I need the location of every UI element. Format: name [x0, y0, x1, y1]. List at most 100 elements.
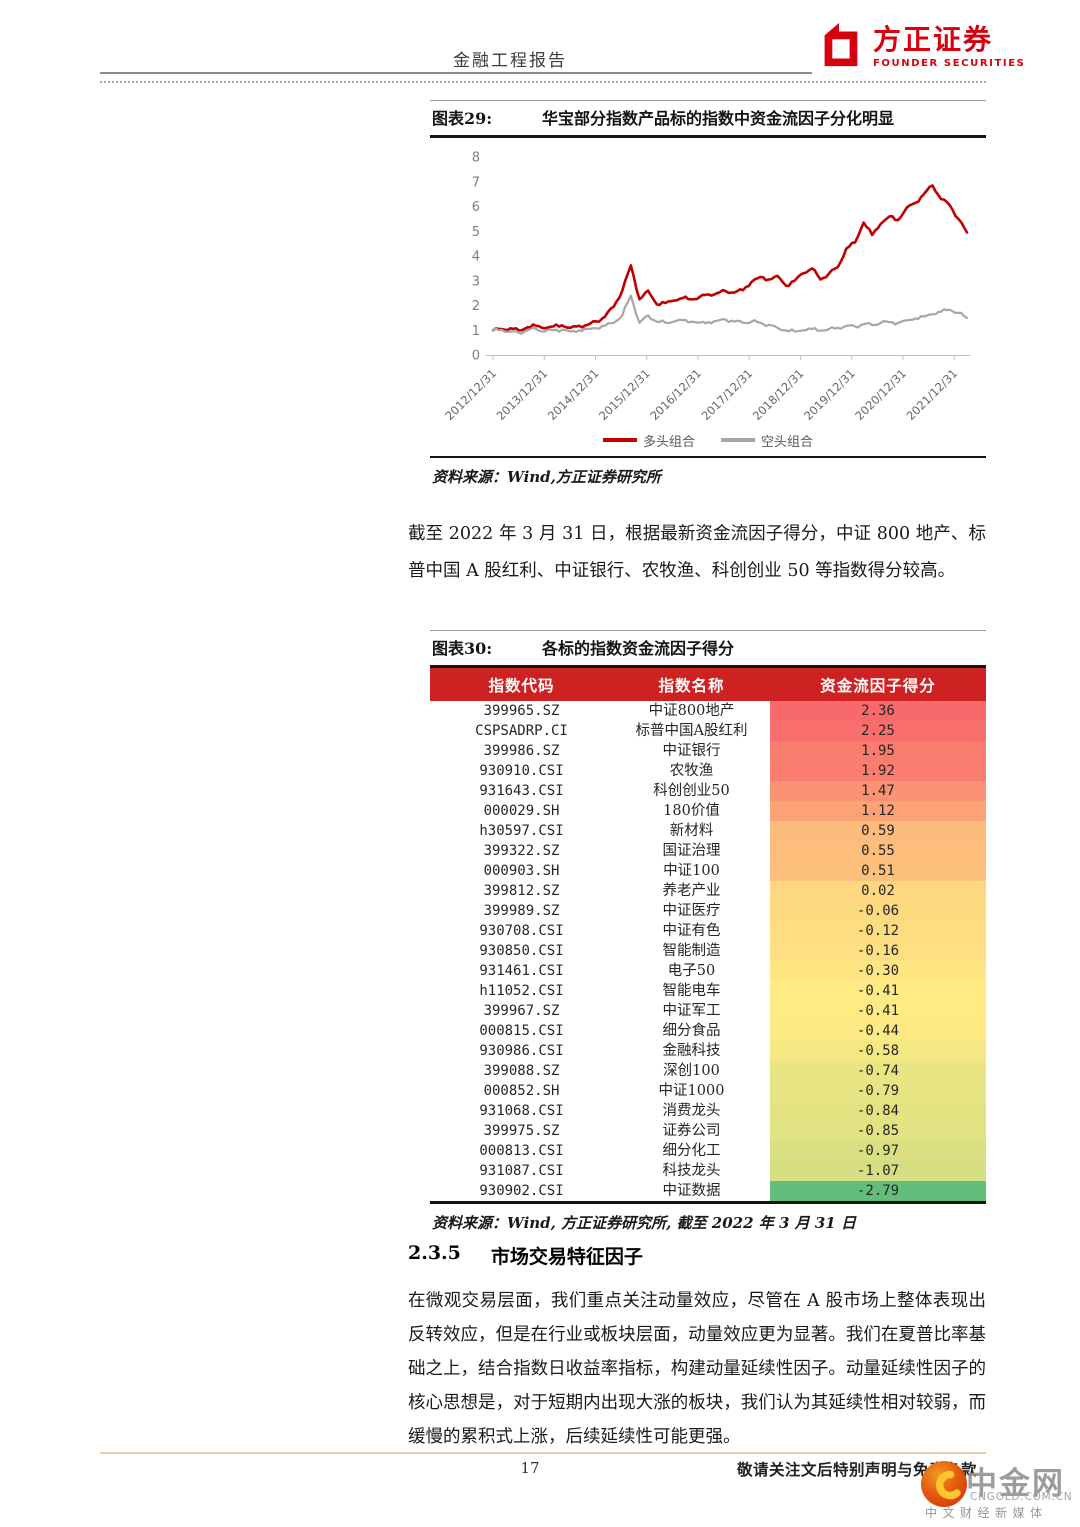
score-cell: -2.79: [770, 1181, 986, 1203]
table-row: 000029.SH 180价值 1.12: [430, 801, 986, 821]
svg-text:2017/12/31: 2017/12/31: [699, 366, 756, 423]
score-cell: 1.95: [770, 741, 986, 761]
table-row: 399812.SZ 养老产业 0.02: [430, 881, 986, 901]
name-cell: 180价值: [663, 803, 720, 819]
score-cell: -0.84: [770, 1101, 986, 1121]
section-heading-2-3-5: 2.3.5 市场交易特征因子: [408, 1242, 643, 1269]
name-cell: 标普中国A股红利: [635, 723, 748, 739]
name-cell: 中证有色: [662, 923, 721, 939]
table-row: 931087.CSI 科技龙头 -1.07: [430, 1161, 986, 1181]
name-cell: 电子50: [667, 963, 716, 979]
figure-29-source: 资料来源：Wind,方正证券研究所: [432, 468, 661, 486]
table-row: 931068.CSI 消费龙头 -0.84: [430, 1101, 986, 1121]
name-cell: 养老产业: [662, 883, 721, 899]
code-cell: h11052.CSI: [479, 983, 564, 999]
name-cell: 深创100: [663, 1063, 720, 1079]
code-cell: 399965.SZ: [483, 703, 560, 719]
code-cell: 399975.SZ: [483, 1123, 560, 1139]
col-header-index-code: 指数代码: [488, 676, 555, 695]
name-cell: 中证军工: [662, 1003, 721, 1019]
section-number: 2.3.5: [408, 1242, 461, 1264]
table-row: 000813.CSI 细分化工 -0.97: [430, 1141, 986, 1161]
code-cell: 399088.SZ: [483, 1063, 560, 1079]
svg-text:2: 2: [472, 299, 480, 314]
code-cell: 000813.CSI: [479, 1143, 564, 1159]
name-cell: 中证数据: [662, 1183, 721, 1199]
table-row: 930850.CSI 智能制造 -0.16: [430, 941, 986, 961]
table-row: 931643.CSI 科创创业50 1.47: [430, 781, 986, 801]
name-cell: 中证医疗: [662, 903, 721, 919]
svg-text:2015/12/31: 2015/12/31: [596, 366, 653, 423]
figure-30-source: 资料来源：Wind, 方正证券研究所, 截至 2022 年 3 月 31 日: [432, 1214, 856, 1232]
score-cell: 0.51: [770, 861, 986, 881]
code-cell: 000815.CSI: [479, 1023, 564, 1039]
name-cell: 细分食品: [662, 1023, 721, 1039]
code-cell: 000903.SH: [483, 863, 560, 879]
table-row: 931461.CSI 电子50 -0.30: [430, 961, 986, 981]
legend-line-swatch: [721, 438, 755, 442]
code-cell: 399986.SZ: [483, 743, 560, 759]
table-row: h30597.CSI 新材料 0.59: [430, 821, 986, 841]
svg-text:0: 0: [472, 349, 480, 364]
svg-text:6: 6: [472, 200, 480, 215]
body-paragraph-1: 截至 2022 年 3 月 31 日，根据最新资金流因子得分，中证 800 地产…: [408, 524, 986, 581]
score-cell: -0.16: [770, 941, 986, 961]
score-cell: -0.41: [770, 981, 986, 1001]
name-cell: 证券公司: [662, 1123, 721, 1139]
table-header-row: 指数代码 指数名称 资金流因子得分: [430, 668, 986, 701]
figure-30: 图表30: 各标的指数资金流因子得分 指数代码 指数名称 资金流因子得分 399…: [430, 630, 986, 1233]
brand-name-cn: 方正证券: [873, 23, 994, 57]
code-cell: 930986.CSI: [479, 1043, 564, 1059]
table-row: 930910.CSI 农牧渔 1.92: [430, 761, 986, 781]
code-cell: 399989.SZ: [483, 903, 560, 919]
header-rule-solid: [100, 72, 812, 74]
code-cell: 000852.SH: [483, 1083, 560, 1099]
score-cell: -0.30: [770, 961, 986, 981]
name-cell: 消费龙头: [662, 1103, 721, 1119]
score-cell: -0.12: [770, 921, 986, 941]
figure-30-title-row: 图表30: 各标的指数资金流因子得分: [430, 630, 986, 668]
score-cell: 2.25: [770, 721, 986, 741]
score-cell: -0.58: [770, 1041, 986, 1061]
name-cell: 智能制造: [662, 943, 721, 959]
name-cell: 中证1000: [658, 1083, 725, 1099]
section-title: 市场交易特征因子: [490, 1246, 643, 1268]
page-number: 17: [520, 1459, 540, 1477]
name-cell: 中证800地产: [648, 703, 735, 719]
table-row: 399986.SZ 中证银行 1.95: [430, 741, 986, 761]
svg-text:2018/12/31: 2018/12/31: [750, 366, 807, 423]
code-cell: CSPSADRP.CI: [475, 723, 568, 739]
score-cell: 1.92: [770, 761, 986, 781]
cngold-watermark: 中金网 CNGOLD.COM.CN 中文财经新媒体: [918, 1458, 1080, 1527]
report-type-label: 金融工程报告: [453, 51, 567, 71]
name-cell: 科创创业50: [653, 783, 730, 799]
svg-text:2013/12/31: 2013/12/31: [494, 366, 551, 423]
code-cell: 000029.SH: [483, 803, 560, 819]
name-cell: 新材料: [669, 823, 714, 839]
watermark-name: 中金网: [966, 1466, 1065, 1502]
watermark-tagline: 中文财经新媒体: [925, 1506, 1048, 1520]
score-cell: 2.36: [770, 701, 986, 721]
table-row: 930902.CSI 中证数据 -2.79: [430, 1181, 986, 1203]
svg-text:2016/12/31: 2016/12/31: [647, 366, 704, 423]
score-cell: -0.44: [770, 1021, 986, 1041]
watermark-domain: CNGOLD.COM.CN: [970, 1491, 1073, 1503]
footer-notice: 敬请关注文后特别声明与免责条款: [737, 1460, 978, 1479]
code-cell: h30597.CSI: [479, 823, 564, 839]
figure-29-title-row: 图表29: 华宝部分指数产品标的指数中资金流因子分化明显: [430, 100, 986, 138]
figure-29-divider: [430, 456, 986, 458]
svg-text:7: 7: [472, 175, 480, 190]
cngold-logo-icon: [920, 1460, 968, 1512]
svg-text:1: 1: [472, 324, 480, 339]
table-row: 930986.CSI 金融科技 -0.58: [430, 1041, 986, 1061]
legend-item: 多头组合: [602, 431, 695, 450]
legend-label: 多头组合: [642, 434, 695, 450]
svg-text:5: 5: [472, 225, 480, 240]
code-cell: 930910.CSI: [479, 763, 564, 779]
svg-text:8: 8: [472, 151, 480, 166]
header-rule-dotted: [100, 81, 986, 83]
table-row: 399967.SZ 中证军工 -0.41: [430, 1001, 986, 1021]
svg-text:4: 4: [472, 250, 480, 265]
col-header-index-name: 指数名称: [658, 676, 725, 695]
